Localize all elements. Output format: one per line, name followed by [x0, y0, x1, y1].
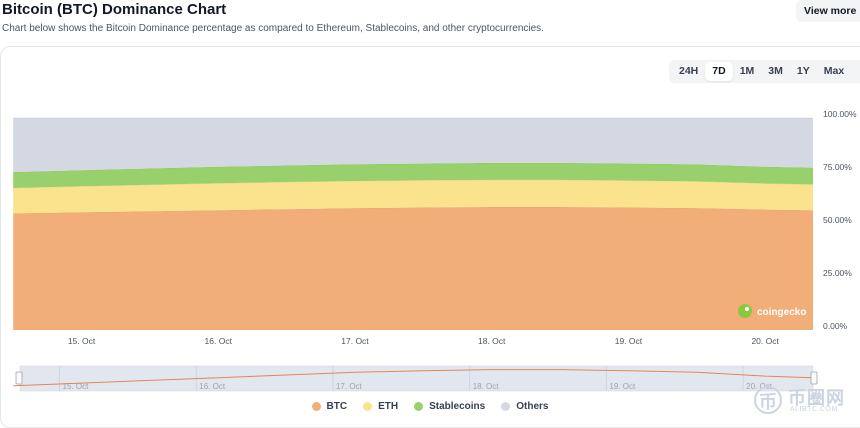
y-tick-label: 0.00% [823, 321, 848, 331]
legend-dot-stablecoins [414, 402, 424, 411]
y-tick-label: 75.00% [823, 162, 852, 172]
view-more-label: View more [804, 5, 857, 17]
legend-label-stablecoins: Stablecoins [429, 401, 486, 412]
view-more-button[interactable]: View more [796, 0, 860, 22]
area-series-others [13, 118, 813, 173]
tab-24h[interactable]: 24H [679, 65, 699, 77]
legend-label-others: Others [516, 401, 549, 412]
navigator-tick-label: 19. Oct [609, 382, 636, 391]
site-watermark-logo: 币 [754, 386, 782, 414]
navigator-tick-label: 20. Oct [746, 382, 773, 391]
coingecko-logo-eye [745, 307, 749, 311]
y-tick-label: 25.00% [823, 268, 852, 278]
navigator-tick-label: 15. Oct [63, 382, 90, 391]
page-subtitle: Chart below shows the Bitcoin Dominance … [2, 23, 544, 34]
legend-dot-eth [363, 402, 373, 411]
coingecko-logo-icon [738, 304, 752, 318]
coingecko-watermark: coingecko [738, 304, 806, 318]
y-axis: 100.00% 75.00% 50.00% 25.00% 0.00% [823, 109, 857, 331]
x-tick-label: 16. Oct [205, 336, 233, 346]
navigator-tick-label: 16. Oct [199, 382, 226, 391]
tab-max[interactable]: Max [823, 65, 845, 77]
area-series-stablecoins [13, 162, 813, 188]
legend-label-btc: BTC [326, 401, 348, 412]
coingecko-wordmark: coingecko [757, 307, 806, 318]
dominance-chart[interactable]: 100.00% 75.00% 50.00% 25.00% 0.00% 15. Oct 16… [0, 0, 860, 400]
legend-item-others[interactable]: Others [501, 401, 548, 412]
y-tick-label: 100.00% [823, 109, 857, 119]
x-tick-label: 20. Oct [751, 336, 779, 346]
tab-7d[interactable]: 7D [705, 62, 733, 81]
y-tick-label: 50.00% [823, 215, 852, 225]
time-range-tabs: 24H 7D 1M 3M 1Y Max [669, 60, 860, 83]
site-watermark: 币 币圈网 ALIBTC.COM [752, 384, 852, 418]
navigator-tick-label: 17. Oct [336, 382, 363, 391]
legend-dot-btc [311, 402, 321, 411]
legend-item-eth[interactable]: ETH [363, 401, 398, 412]
tab-1m[interactable]: 1M [739, 65, 755, 77]
navigator-tick-label: 18. Oct [473, 382, 500, 391]
x-tick-label: 19. Oct [615, 336, 643, 346]
x-tick-label: 18. Oct [478, 336, 506, 346]
tab-1y[interactable]: 1Y [796, 65, 810, 77]
navigator-series-line [13, 369, 814, 387]
area-series-btc [13, 207, 813, 330]
area-series-eth [13, 179, 813, 214]
x-axis: 15. Oct 16. Oct 17. Oct 18. Oct 19. Oct 20. O… [68, 336, 780, 346]
page-title: Bitcoin (BTC) Dominance Chart [2, 1, 227, 18]
tab-3m[interactable]: 3M [768, 65, 783, 77]
site-watermark-text: 币圈网 [788, 388, 845, 408]
legend-item-btc[interactable]: BTC [311, 401, 348, 412]
chart-legend: BTC ETH Stablecoins Others [0, 401, 860, 412]
legend-label-eth: ETH [378, 401, 399, 412]
x-tick-label: 15. Oct [68, 336, 96, 346]
navigator-handle-right [810, 371, 818, 385]
legend-item-stablecoins[interactable]: Stablecoins [414, 401, 485, 412]
navigator-handle-left [15, 371, 23, 385]
legend-dot-others [501, 402, 511, 411]
navigator-window [19, 365, 814, 392]
x-tick-label: 17. Oct [341, 336, 369, 346]
site-watermark-sub: ALIBTC.COM [790, 406, 838, 413]
navigator[interactable]: 15. Oct 16. Oct 17. Oct 18. Oct 19. Oct 20. O… [13, 365, 818, 392]
area-layer [13, 117, 814, 330]
